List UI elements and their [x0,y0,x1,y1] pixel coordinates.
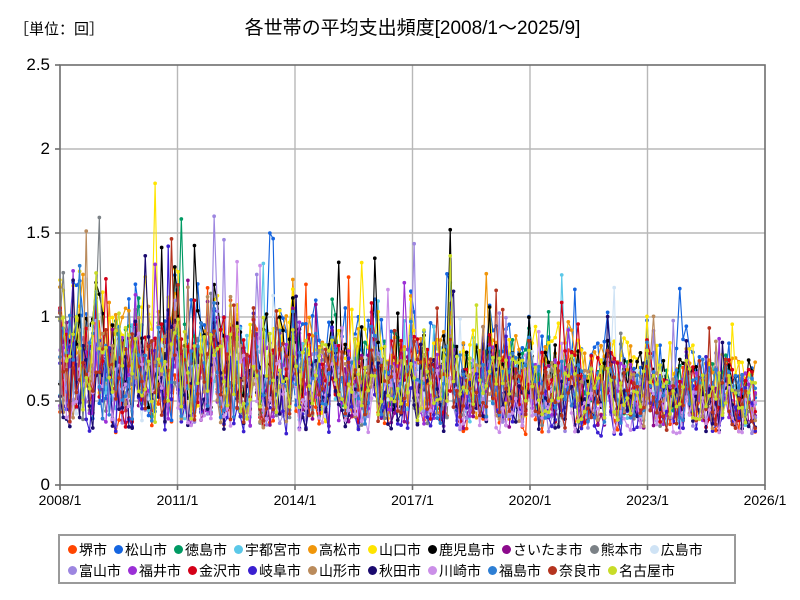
page-title: 各世帯の平均支出頻度[2008/1～2025/9] [244,18,581,39]
legend-item-堺市[interactable]: 堺市 [68,543,107,557]
legend-marker-icon [502,545,511,554]
series-19 [58,253,758,425]
legend-marker-icon [488,566,497,575]
legend-marker-icon [368,545,377,554]
legend-marker-icon [368,566,377,575]
legend-item-高松市[interactable]: 高松市 [308,543,361,557]
legend-row-1: 堺市 松山市 徳島市 宇都宮市 高松市 山口市 鹿児島市 さいたま市 熊本市 広島市 [60,539,734,560]
legend-item-秋田市[interactable]: 秋田市 [368,564,421,578]
legend-marker-icon [68,566,77,575]
legend-item-金沢市[interactable]: 金沢市 [188,564,241,578]
unit-label: ［単位：回］ [14,21,105,38]
legend-marker-icon [128,566,137,575]
legend-label: 鹿児島市 [439,541,495,558]
line-chart-svg [55,64,766,490]
y-tick-2: 2 [40,139,50,158]
legend-item-さいたま市[interactable]: さいたま市 [502,543,583,557]
x-tick-2023-1: 2023/1 [626,492,669,508]
legend-marker-icon [608,566,617,575]
legend-item-奈良市[interactable]: 奈良市 [548,564,601,578]
legend-marker-icon [589,545,599,554]
legend-marker-icon [308,545,317,554]
legend: 堺市 松山市 徳島市 宇都宮市 高松市 山口市 鹿児島市 さいたま市 熊本市 広島市富山市 福井市 金… [58,534,736,584]
legend-marker-icon [308,566,317,575]
legend-label: 金沢市 [199,562,241,579]
x-tick-2017-1: 2017/1 [391,492,434,508]
legend-marker-icon [188,566,197,575]
y-tick-2.5: 2.5 [26,55,50,74]
legend-label: 福島市 [499,562,541,579]
legend-item-名古屋市[interactable]: 名古屋市 [608,564,675,578]
legend-item-福井市[interactable]: 福井市 [128,564,181,578]
legend-label: 堺市 [79,541,107,558]
legend-item-広島市[interactable]: 広島市 [649,541,703,558]
legend-label: 秋田市 [379,562,421,579]
legend-label: 高松市 [319,541,361,558]
legend-label: 岐阜市 [259,562,301,579]
legend-marker-icon [649,545,659,554]
legend-item-熊本市[interactable]: 熊本市 [589,541,643,558]
legend-marker-icon [428,566,437,575]
legend-label: 熊本市 [600,541,643,558]
legend-label: 福井市 [139,562,181,579]
legend-item-福島市[interactable]: 福島市 [488,564,541,578]
legend-label: 富山市 [79,562,121,579]
legend-item-松山市[interactable]: 松山市 [114,543,167,557]
legend-item-岐阜市[interactable]: 岐阜市 [248,564,301,578]
legend-marker-icon [174,545,183,554]
legend-item-山口市[interactable]: 山口市 [368,543,421,557]
y-tick-1: 1 [40,307,50,326]
legend-label: 松山市 [125,541,167,558]
y-tick-1.5: 1.5 [26,223,50,242]
x-tick-2014-1: 2014/1 [273,492,317,508]
legend-label: 名古屋市 [619,562,675,579]
legend-marker-icon [548,566,557,575]
legend-label: 山口市 [379,541,421,558]
legend-marker-icon [428,545,437,554]
legend-item-徳島市[interactable]: 徳島市 [174,543,227,557]
legend-marker-icon [234,545,243,554]
legend-item-鹿児島市[interactable]: 鹿児島市 [428,543,495,557]
legend-label: 徳島市 [185,541,227,558]
x-tick-2026-1: 2026/1 [743,492,787,508]
legend-label: 広島市 [660,541,703,558]
legend-marker-icon [248,566,257,575]
y-tick-0: 0 [40,475,50,494]
x-tick-2008-1: 2008/1 [38,492,82,508]
legend-marker-icon [114,545,123,554]
legend-item-富山市[interactable]: 富山市 [68,564,121,578]
legend-label: さいたま市 [513,541,583,558]
legend-label: 宇都宮市 [245,541,301,558]
legend-label: 奈良市 [559,562,601,579]
legend-marker-icon [68,545,77,554]
y-tick-0.5: 0.5 [26,391,50,410]
plot-area: 0 0.5 1 1.5 2 2.5 2008/1 2011/1 2014/1 2017/1 202… [26,55,787,508]
legend-label: 山形市 [319,562,361,579]
x-tick-2011-1: 2011/1 [156,492,199,508]
legend-item-川崎市[interactable]: 川崎市 [428,564,481,578]
legend-label: 川崎市 [439,562,481,579]
legend-item-宇都宮市[interactable]: 宇都宮市 [234,543,301,557]
legend-row-2: 富山市 福井市 金沢市 岐阜市 山形市 秋田市 川崎市 福島市 奈良市 名古屋市 [60,560,734,581]
x-tick-2020-1: 2020/1 [508,492,552,508]
legend-item-山形市[interactable]: 山形市 [308,564,361,578]
